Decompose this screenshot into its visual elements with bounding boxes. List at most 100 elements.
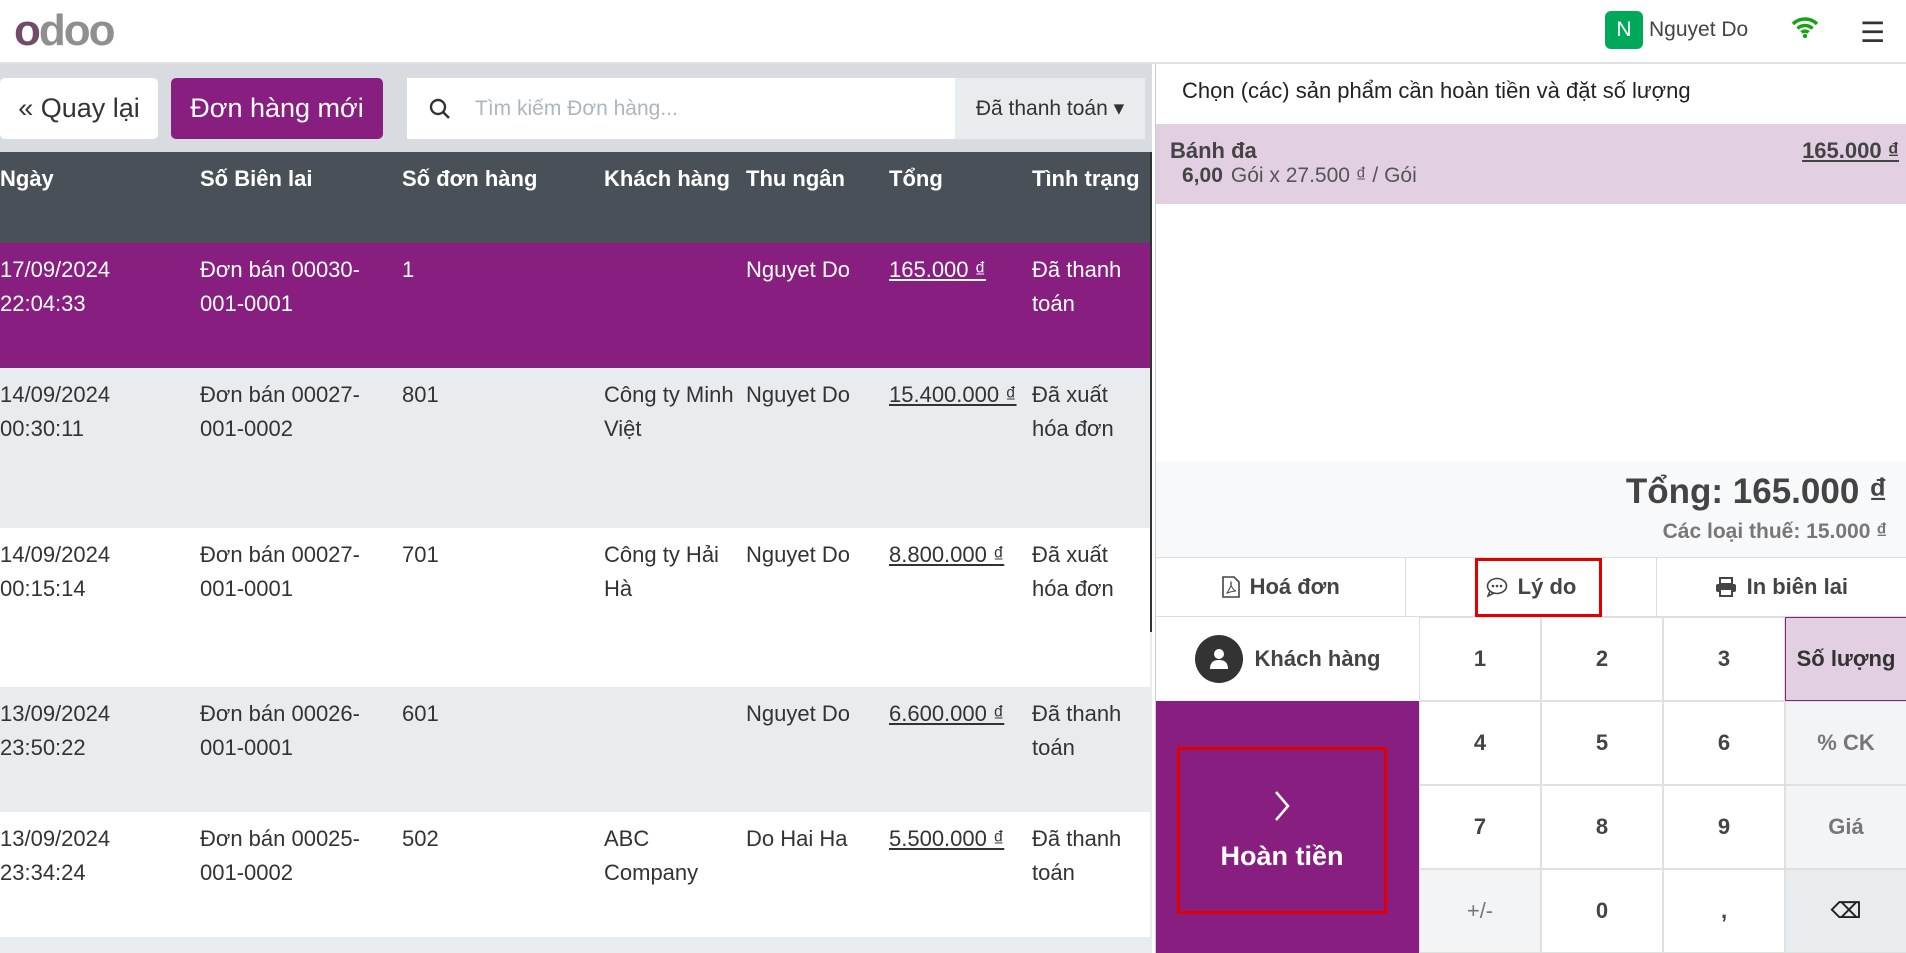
numpad-key[interactable]: 5 <box>1541 701 1663 785</box>
cell-cashier: Nguyet Do <box>746 701 850 726</box>
cell-total: 8.800.000 ₫ <box>889 542 1005 567</box>
numpad-key[interactable]: , <box>1663 869 1785 953</box>
scrollbar[interactable] <box>1150 152 1152 632</box>
numpad-key[interactable]: 9 <box>1663 785 1785 869</box>
column-header: Số đơn hàng <box>402 166 538 191</box>
cell-customer: Công ty Minh Việt <box>604 382 734 441</box>
printer-icon <box>1715 577 1736 597</box>
odoo-logo: odoo <box>14 6 116 55</box>
numpad-key[interactable]: 6 <box>1663 701 1785 785</box>
cell-order-no: 502 <box>402 826 439 851</box>
search-box <box>407 78 955 139</box>
cell-order-no: 701 <box>402 542 439 567</box>
chevron-right-icon <box>1275 791 1290 821</box>
cell-customer: ABC Company <box>604 826 699 885</box>
customer-label: Khách hàng <box>1254 646 1381 671</box>
cell-status: Đã xuất hóa đơn <box>1032 382 1114 441</box>
top-bar: odoo N Nguyet Do ☰ <box>0 0 1906 64</box>
table-row[interactable]: 13/09/2024 23:50:22 Đơn bán 00026-001-000… <box>0 687 1150 812</box>
action-bar: Hoá đơn Lý do In biên lai <box>1156 557 1906 617</box>
cell-order-no: 1 <box>402 257 415 282</box>
numpad-key[interactable]: 1 <box>1419 617 1541 701</box>
cell-date: 17/09/2024 22:04:33 <box>0 257 111 316</box>
cell-receipt: Đơn bán 00027-001-0002 <box>200 382 360 441</box>
refund-instruction: Chọn (các) sản phẩm cần hoàn tiền và đặt… <box>1182 78 1691 103</box>
cell-date: 14/09/2024 00:30:11 <box>0 382 111 441</box>
table-header: Ngày Số Biên lai Số đơn hàng Khách hàng … <box>0 152 1150 243</box>
line-qty: 6,00 <box>1182 164 1223 187</box>
cell-receipt: Đơn bán 00026-001-0001 <box>200 701 360 760</box>
orders-panel: « Quay lại Đơn hàng mới Đã thanh toán ▾ … <box>0 64 1152 953</box>
refund-label: Hoàn tiền <box>1220 841 1344 871</box>
table-row[interactable]: 13/09/2024 23:34:24 Đơn bán 00025-001-000… <box>0 812 1150 937</box>
cell-receipt: Đơn bán 00025-001-0002 <box>200 826 360 885</box>
cell-receipt: Đơn bán 00030-001-0001 <box>200 257 360 316</box>
numpad-key[interactable]: 4 <box>1419 701 1541 785</box>
numpad-key[interactable]: Số lượng <box>1785 617 1906 701</box>
invoice-button[interactable]: Hoá đơn <box>1156 558 1407 616</box>
table-row[interactable]: 17/09/2024 22:04:33 Đơn bán 00030-001-000… <box>0 243 1150 368</box>
pdf-file-icon <box>1221 576 1240 598</box>
reason-button[interactable]: Lý do <box>1406 558 1657 616</box>
numpad-key[interactable]: Giá <box>1785 785 1906 869</box>
cell-date: 14/09/2024 00:15:14 <box>0 542 111 601</box>
cell-status: Đã xuất hóa đơn <box>1032 542 1114 601</box>
back-button[interactable]: « Quay lại <box>0 78 158 139</box>
order-line[interactable]: Bánh đa 165.000 ₫ 6,00 Gói x 27.500 ₫ / G… <box>1156 124 1906 204</box>
cell-cashier: Nguyet Do <box>746 257 850 282</box>
numpad-key[interactable]: 3 <box>1663 617 1785 701</box>
highlight-box: Hoàn tiền <box>1177 747 1387 914</box>
cell-status: Đã thanh toán <box>1032 826 1122 885</box>
cell-cashier: Nguyet Do <box>746 542 850 567</box>
customer-button[interactable]: Khách hàng <box>1156 617 1419 701</box>
reason-label: Lý do <box>1517 574 1577 599</box>
cell-date: 13/09/2024 23:50:22 <box>0 701 111 760</box>
invoice-label: Hoá đơn <box>1249 574 1340 599</box>
numpad-key[interactable]: +/- <box>1419 869 1541 953</box>
cell-cashier: Nguyet Do <box>746 382 850 407</box>
hamburger-menu-icon[interactable]: ☰ <box>1860 17 1886 48</box>
cell-receipt: Đơn bán 00027-001-0001 <box>200 542 360 601</box>
line-info: 6,00 Gói x 27.500 ₫ / Gói <box>1182 164 1417 188</box>
numpad-key[interactable]: 7 <box>1419 785 1541 869</box>
refund-panel: Chọn (các) sản phẩm cần hoàn tiền và đặt… <box>1155 64 1906 953</box>
order-total: Tổng: 165.000 ₫ <box>1625 472 1887 511</box>
column-header: Khách hàng <box>604 166 730 191</box>
user-icon <box>1194 635 1243 683</box>
cell-total: 5.500.000 ₫ <box>889 826 1005 851</box>
orders-toolbar: « Quay lại Đơn hàng mới Đã thanh toán ▾ <box>0 64 1152 152</box>
cell-status: Đã thanh toán <box>1032 257 1122 316</box>
user-name: Nguyet Do <box>1649 18 1749 41</box>
cell-date: 13/09/2024 23:34:24 <box>0 826 111 885</box>
wifi-icon <box>1791 17 1819 39</box>
filter-dropdown[interactable]: Đã thanh toán ▾ <box>955 78 1145 139</box>
cell-total: 6.600.000 ₫ <box>889 701 1005 726</box>
column-header: Thu ngân <box>746 166 845 191</box>
table-row[interactable]: 14/09/2024 00:30:11 Đơn bán 00027-001-000… <box>0 368 1150 528</box>
print-receipt-button[interactable]: In biên lai <box>1656 558 1906 616</box>
order-taxes: Các loại thuế: 15.000 ₫ <box>1662 520 1887 543</box>
column-header: Tổng <box>889 166 943 191</box>
numpad-key[interactable]: 2 <box>1541 617 1663 701</box>
refund-button[interactable]: Hoàn tiền <box>1156 701 1419 953</box>
search-input[interactable] <box>475 96 915 121</box>
cell-customer: Công ty Hải Hà <box>604 542 719 601</box>
user-menu[interactable]: N Nguyet Do <box>1605 11 1748 49</box>
cell-total: 165.000 ₫ <box>889 257 986 282</box>
table-row[interactable] <box>0 937 1150 953</box>
cell-status: Đã thanh toán <box>1032 701 1122 760</box>
search-icon <box>429 98 450 119</box>
print-label: In biên lai <box>1746 574 1849 599</box>
numpad-key[interactable]: % CK <box>1785 701 1906 785</box>
table-row[interactable]: 14/09/2024 00:15:14 Đơn bán 00027-001-000… <box>0 528 1150 687</box>
column-header: Tình trạng <box>1032 166 1140 191</box>
line-price: 165.000 ₫ <box>1802 138 1899 163</box>
numpad-key[interactable]: 0 <box>1541 869 1663 953</box>
new-order-button[interactable]: Đơn hàng mới <box>171 78 383 139</box>
product-name: Bánh đa <box>1170 138 1257 163</box>
avatar: N <box>1605 11 1643 49</box>
backspace-key[interactable]: ⌫ <box>1785 869 1906 953</box>
unit-info: Gói x 27.500 ₫ / Gói <box>1230 164 1417 187</box>
column-header: Ngày <box>0 166 54 191</box>
numpad-key[interactable]: 8 <box>1541 785 1663 869</box>
